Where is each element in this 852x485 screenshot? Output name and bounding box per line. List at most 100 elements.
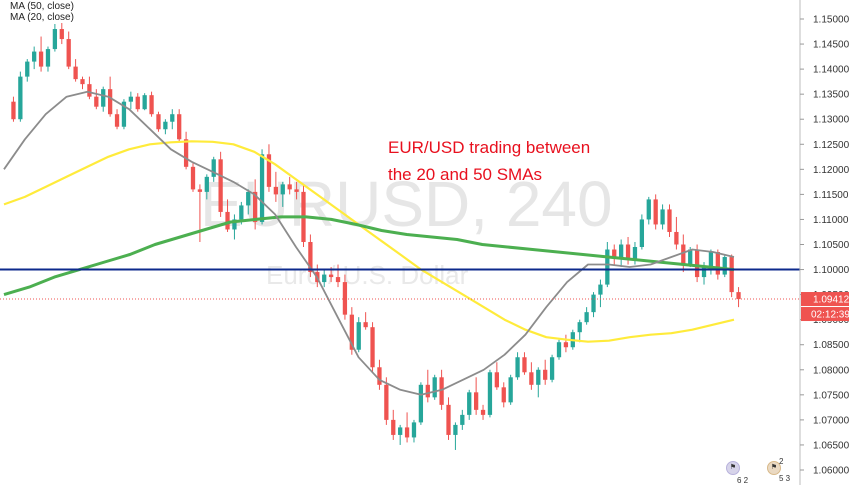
candle: [45, 46, 51, 72]
candles-group: [11, 23, 741, 450]
event-count: 2: [779, 457, 784, 466]
bear-candle-body: [439, 377, 444, 405]
candle: [349, 307, 354, 355]
candle: [190, 161, 196, 192]
candle: [729, 254, 734, 298]
bear-candle-body: [391, 419, 396, 435]
candle: [253, 179, 258, 230]
candle: [80, 76, 85, 90]
ma20-legend-label: MA (20, close): [10, 12, 74, 23]
bull-candle-body: [619, 244, 624, 258]
candle: [322, 269, 327, 288]
bear-candle-body: [522, 357, 527, 373]
bull-candle-body: [639, 219, 645, 248]
candle: [522, 352, 527, 375]
bull-candle-body: [322, 274, 327, 283]
y-tick-label: 1.06500: [813, 440, 850, 451]
candle: [391, 409, 396, 440]
bear-candle-body: [294, 189, 299, 192]
bull-candle-body: [411, 422, 417, 438]
bear-candle-body: [11, 101, 16, 120]
bear-candle-body: [190, 166, 196, 190]
bear-candle-body: [425, 384, 430, 398]
bear-candle-body: [114, 114, 120, 127]
bear-candle-body: [80, 79, 85, 85]
bear-candle-body: [363, 322, 368, 328]
annotation-line-1: EUR/USD trading between: [388, 138, 591, 157]
candle: [66, 31, 71, 70]
event-count: 6 2: [737, 476, 749, 485]
candle: [135, 93, 140, 112]
bear-candle-body: [494, 372, 499, 388]
candle: [211, 156, 216, 182]
candle: [556, 339, 562, 360]
candle: [335, 264, 341, 288]
bull-candle-body: [246, 191, 251, 206]
economic-event-flag-icon[interactable]: ⚑: [767, 461, 781, 475]
candle: [467, 389, 472, 420]
bull-candle-body: [18, 76, 23, 120]
candle: [494, 362, 499, 390]
candle: [218, 151, 223, 217]
candle: [549, 354, 555, 383]
bull-candle-body: [549, 357, 555, 380]
candle: [446, 397, 451, 440]
bull-candle-body: [142, 95, 147, 110]
candle: [384, 377, 389, 425]
y-tick-label: 1.08500: [813, 340, 850, 351]
bull-candle-body: [584, 312, 589, 323]
moving-averages-group: [3, 90, 735, 396]
bear-candle-body: [94, 96, 99, 107]
candle: [177, 109, 182, 142]
bull-candle-body: [432, 377, 437, 398]
candle: [460, 409, 465, 430]
bear-candle-body: [197, 189, 203, 192]
bull-candle-body: [356, 322, 361, 350]
y-tick-label: 1.07000: [813, 415, 850, 426]
bear-candle-body: [135, 96, 140, 110]
bear-candle-body: [149, 95, 154, 115]
bull-candle-body: [45, 49, 51, 67]
levels-group: [0, 268, 800, 300]
y-tick-label: 1.14500: [813, 40, 850, 51]
bull-candle-body: [577, 322, 582, 333]
bear-candle-body: [273, 186, 279, 195]
candle: [377, 359, 382, 390]
bear-candle-body: [87, 84, 92, 97]
bear-candle-body: [177, 114, 182, 140]
bull-candle-body: [204, 176, 209, 192]
economic-event-flag-icon[interactable]: ⚑: [726, 461, 740, 475]
bear-candle-body: [266, 154, 272, 187]
candle: [149, 91, 154, 117]
bear-candle-body: [66, 39, 71, 67]
ma-slow-line: [3, 215, 735, 297]
bull-candle-body: [556, 342, 562, 358]
event-count: 5 3: [779, 474, 791, 483]
candle: [94, 89, 99, 110]
bear-candle-body: [694, 249, 700, 278]
bear-candle-body: [59, 29, 64, 40]
candle: [536, 367, 541, 398]
ma50-line: [3, 140, 735, 343]
candle: [52, 24, 58, 52]
bear-candle-body: [529, 372, 534, 385]
bear-candle-body: [335, 277, 341, 283]
bear-candle-body: [384, 384, 389, 420]
bull-candle-body: [239, 205, 244, 220]
y-tick-label: 1.10500: [813, 240, 850, 251]
bull-candle-body: [128, 96, 133, 102]
bear-candle-body: [667, 209, 672, 232]
bear-candle-body: [156, 114, 161, 130]
bull-candle-body: [211, 159, 216, 177]
candle: [515, 352, 520, 380]
candle: [246, 189, 251, 215]
bear-candle-body: [480, 409, 486, 415]
candle: [591, 292, 596, 318]
candle: [142, 93, 147, 111]
candle: [107, 76, 113, 117]
y-tick-label: 1.12000: [813, 165, 850, 176]
candle: [584, 307, 589, 325]
bull-candle-body: [646, 199, 651, 220]
